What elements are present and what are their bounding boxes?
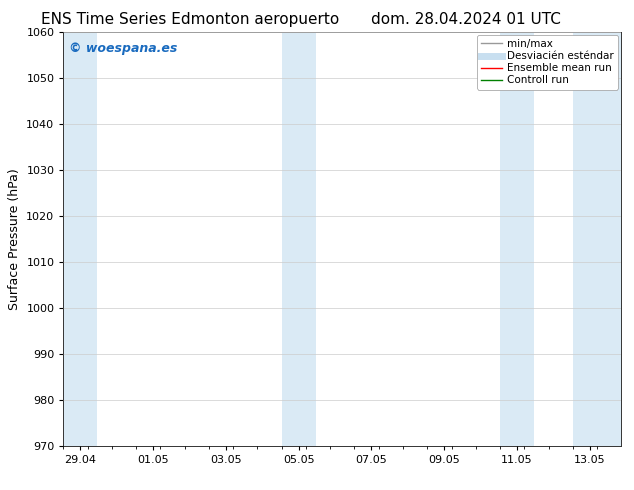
Bar: [63, 32, 98, 446]
Bar: [500, 32, 534, 446]
Bar: [281, 32, 316, 446]
Text: © woespana.es: © woespana.es: [69, 42, 178, 55]
Legend: min/max, Desviacién esténdar, Ensemble mean run, Controll run: min/max, Desviacién esténdar, Ensemble m…: [477, 35, 618, 90]
Bar: [573, 32, 621, 446]
Y-axis label: Surface Pressure (hPa): Surface Pressure (hPa): [8, 168, 21, 310]
Text: dom. 28.04.2024 01 UTC: dom. 28.04.2024 01 UTC: [371, 12, 561, 27]
Text: ENS Time Series Edmonton aeropuerto: ENS Time Series Edmonton aeropuerto: [41, 12, 339, 27]
